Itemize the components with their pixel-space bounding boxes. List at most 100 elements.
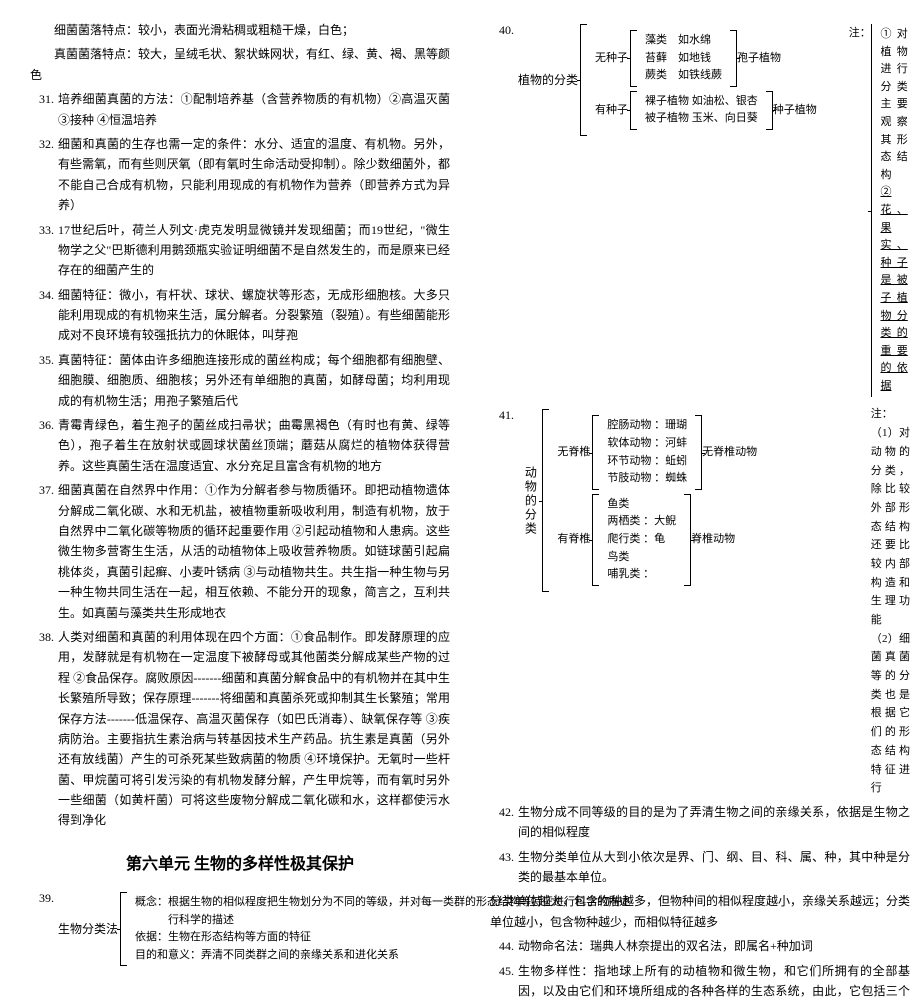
bracket-row: 节肢动物 ：蜘蛛	[607, 470, 687, 488]
bracket-right-label: 无脊椎动物	[702, 415, 759, 489]
bracket-row: 鱼类	[607, 496, 676, 514]
bracket-label: 无脊椎	[557, 415, 592, 489]
unit-title: 第六单元 生物的多样性极其保护	[30, 851, 450, 878]
item-body: 培养细菌真菌的方法：①配制培养基（含营养物质的有机物）②高温灭菌 ③接种 ④恒温…	[58, 89, 450, 130]
brace-icon	[592, 415, 599, 489]
bracket-row: 两栖类 ：大鲵	[607, 513, 676, 531]
bracket-label: 无种子	[595, 30, 630, 87]
bracket-row: 蕨类 如铁线蕨	[645, 67, 722, 85]
item-body: 生物多样性：指地球上所有的动植物和微生物，和它们所拥有的全部基因，以及由它们和环…	[518, 961, 910, 1002]
item-40: 40. 植物的分类 无种子 藻类 如水绵 苔藓 如地钱	[490, 20, 910, 401]
brace-icon	[542, 409, 549, 591]
note-41: 注： （1）对动物的分类，除比较外部形态结构还要比较内部构造和生理功能 （2）细…	[871, 405, 910, 797]
item-num: 38.	[30, 627, 54, 831]
para-after-43: 分类单位越大，包含物种越多，但物种间的相似程度越小，亲缘关系越远；分类单位越小，…	[490, 891, 910, 932]
page-root: 细菌菌落特点：较小，表面光滑粘稠或粗糙干燥，白色； 真菌菌落特点：较大，呈绒毛状…	[0, 0, 920, 1002]
note-40: 注： ①对植物进行分类主要观察其形态结构 ②花、果实、种子是被子植物分类的重要的…	[849, 20, 912, 401]
item-num: 39.	[30, 888, 54, 970]
nospore-bracket: 无种子 藻类 如水绵 苔藓 如地钱 蕨类 如铁线蕨 孢子植物	[595, 30, 819, 87]
brace-icon	[630, 30, 637, 87]
bracket-content: 无种子 藻类 如水绵 苔藓 如地钱 蕨类 如铁线蕨 孢子植物	[591, 24, 823, 136]
item-37: 37. 细菌真菌在自然界中作用：①作为分解者参与物质循环。即把动植物遗体分解成二…	[30, 480, 450, 623]
item-32: 32. 细菌和真菌的生存也需一定的条件：水分、适宜的温度、有机物。另外，有些需氧…	[30, 134, 450, 216]
item-39: 39. 生物分类法 概念：根据生物的相似程度把生物划分为不同的等级，并对每一类群…	[30, 888, 450, 970]
item-body: 细菌特征：微小，有杆状、球状、螺旋状等形态，无成形细胞核。大多只能利用现成的有机…	[58, 285, 450, 346]
item-num: 36.	[30, 415, 54, 476]
item-num: 37.	[30, 480, 54, 623]
item-body: 生物分类单位从大到小依次是界、门、纲、目、科、属、种，其中种是分类的最基本单位。	[518, 847, 910, 888]
brace-icon	[684, 494, 691, 586]
item-body: 人类对细菌和真菌的利用体现在四个方面：①食品制作。即发酵原理的应用，发酵就是有机…	[58, 627, 450, 831]
brace-icon	[630, 91, 637, 130]
item-45: 45. 生物多样性：指地球上所有的动植物和微生物，和它们所拥有的全部基因，以及由…	[490, 961, 910, 1002]
item-num: 31.	[30, 89, 54, 130]
bracket-label: 有种子	[595, 91, 630, 130]
right-column: 40. 植物的分类 无种子 藻类 如水绵 苔藓 如地钱	[490, 20, 910, 1002]
item-43: 43. 生物分类单位从大到小依次是界、门、纲、目、科、属、种，其中种是分类的最基…	[490, 847, 910, 888]
brace-icon	[766, 91, 773, 130]
item-body: 动物的分类 无脊椎 腔肠动物 ：珊瑚 软体动物 ：河蚌 环节动物 ：蚯蚓	[518, 405, 910, 797]
bracket-content: 腔肠动物 ：珊瑚 软体动物 ：河蚌 环节动物 ：蚯蚓 节肢动物 ：蜘蛛	[603, 415, 691, 489]
item-num: 40.	[490, 20, 514, 401]
item-num: 33.	[30, 220, 54, 281]
item-34: 34. 细菌特征：微小，有杆状、球状、螺旋状等形态，无成形细胞核。大多只能利用现…	[30, 285, 450, 346]
note-line: ②花、果实、种子是被子植物分类的重要的依据	[880, 184, 907, 395]
pre-line-2: 真菌菌落特点：较大，呈绒毛状、絮状蛛网状，有红、绿、黄、褐、黑等颜色	[30, 44, 450, 85]
bracket-row: 哺乳类 ：	[607, 566, 676, 584]
item-44: 44. 动物命名法：瑞典人林奈提出的双名法，即属名+种加词	[490, 936, 910, 956]
item-body: 17世纪后叶，荷兰人列文·虎克发明显微镜并发现细菌；而19世纪，"微生物学之父"…	[58, 220, 450, 281]
item-body: 细菌真菌在自然界中作用：①作为分解者参与物质循环。即把动植物遗体分解成二氧化碳、…	[58, 480, 450, 623]
brace-icon	[592, 494, 599, 586]
bracket-row: 爬行类 ：龟	[607, 531, 676, 549]
brace-icon	[120, 892, 127, 966]
item-body: 真菌特征：菌体由许多细胞连接形成的菌丝构成；每个细胞都有细胞壁、细胞膜、细胞质、…	[58, 350, 450, 411]
bracket-row: 裸子植物 如油松、银杏	[645, 93, 758, 111]
value: 玉米、向日葵	[692, 112, 758, 124]
seed-bracket: 有种子 裸子植物 如油松、银杏 被子植物 玉米、向日葵 种子植物	[595, 91, 819, 130]
item-num: 44.	[490, 936, 514, 956]
bracket-right-label: 孢子植物	[737, 30, 783, 87]
bracket-right-label: 种子植物	[773, 91, 819, 130]
label: 裸子植物	[645, 95, 692, 107]
item-num: 34.	[30, 285, 54, 346]
bracket-label: 生物分类法	[58, 892, 120, 966]
bracket-row: 软体动物 ：河蚌	[607, 435, 687, 453]
item-num: 42.	[490, 802, 514, 843]
item-body: 植物的分类 无种子 藻类 如水绵 苔藓 如地钱 蕨类 如铁线蕨	[518, 20, 912, 401]
item-body: 青霉青绿色，着生孢子的菌丝成扫帚状；曲霉黑褐色（有时也有黄、绿等色），孢子着生在…	[58, 415, 450, 476]
item-41: 41. 动物的分类 无脊椎 腔肠动物 ：珊瑚 软体动物 ：河蚌	[490, 405, 910, 797]
brace-icon	[730, 30, 737, 87]
bracket-content: 藻类 如水绵 苔藓 如地钱 蕨类 如铁线蕨	[641, 30, 726, 87]
bracket-content: 裸子植物 如油松、银杏 被子植物 玉米、向日葵	[641, 91, 762, 130]
bracket-row: 环节动物 ：蚯蚓	[607, 453, 687, 471]
item-42: 42. 生物分成不同等级的目的是为了弄清生物之间的亲缘关系，依据是生物之间的相似…	[490, 802, 910, 843]
item-num: 43.	[490, 847, 514, 888]
bracket-content: 鱼类 两栖类 ：大鲵 爬行类 ：龟 鸟类 哺乳类 ：	[603, 494, 680, 586]
item-num: 45.	[490, 961, 514, 1002]
brace-icon	[871, 24, 873, 397]
item-body: 动物命名法：瑞典人林奈提出的双名法，即属名+种加词	[518, 936, 910, 956]
item-num: 35.	[30, 350, 54, 411]
bracket-row: 藻类 如水绵	[645, 32, 722, 50]
note-line: ①对植物进行分类主要观察其形态结构	[880, 26, 907, 184]
vert-bracket: 有脊椎 鱼类 两栖类 ：大鲵 爬行类 ：龟 鸟类 哺乳类 ：	[557, 494, 759, 586]
plant-bracket: 植物的分类 无种子 藻类 如水绵 苔藓 如地钱 蕨类 如铁线蕨	[518, 24, 823, 136]
brace-icon	[695, 415, 702, 489]
note-line: （2）细菌真菌等的分类也是根据它们的形态结构特征进行	[871, 630, 910, 798]
bracket-row: 苔藓 如地钱	[645, 50, 722, 68]
item-33: 33. 17世纪后叶，荷兰人列文·虎克发明显微镜并发现细菌；而19世纪，"微生物…	[30, 220, 450, 281]
animal-bracket: 动物的分类 无脊椎 腔肠动物 ：珊瑚 软体动物 ：河蚌 环节动物 ：蚯蚓	[518, 409, 845, 591]
item-31: 31. 培养细菌真菌的方法：①配制培养基（含营养物质的有机物）②高温灭菌 ③接种…	[30, 89, 450, 130]
item-num: 41.	[490, 405, 514, 797]
bracket-row: 腔肠动物 ：珊瑚	[607, 417, 687, 435]
bracket-right-label: 脊椎动物	[691, 494, 737, 586]
left-column: 细菌菌落特点：较小，表面光滑粘稠或粗糙干燥，白色； 真菌菌落特点：较大，呈绒毛状…	[30, 20, 450, 1002]
item-36: 36. 青霉青绿色，着生孢子的菌丝成扫帚状；曲霉黑褐色（有时也有黄、绿等色），孢…	[30, 415, 450, 476]
label: 被子植物	[645, 112, 692, 124]
item-35: 35. 真菌特征：菌体由许多细胞连接形成的菌丝构成；每个细胞都有细胞壁、细胞膜、…	[30, 350, 450, 411]
bracket-label: 有脊椎	[557, 494, 592, 586]
bracket-row: 鸟类	[607, 549, 676, 567]
brace-icon	[580, 24, 587, 136]
bracket-label: 植物的分类	[518, 24, 580, 136]
item-num: 32.	[30, 134, 54, 216]
